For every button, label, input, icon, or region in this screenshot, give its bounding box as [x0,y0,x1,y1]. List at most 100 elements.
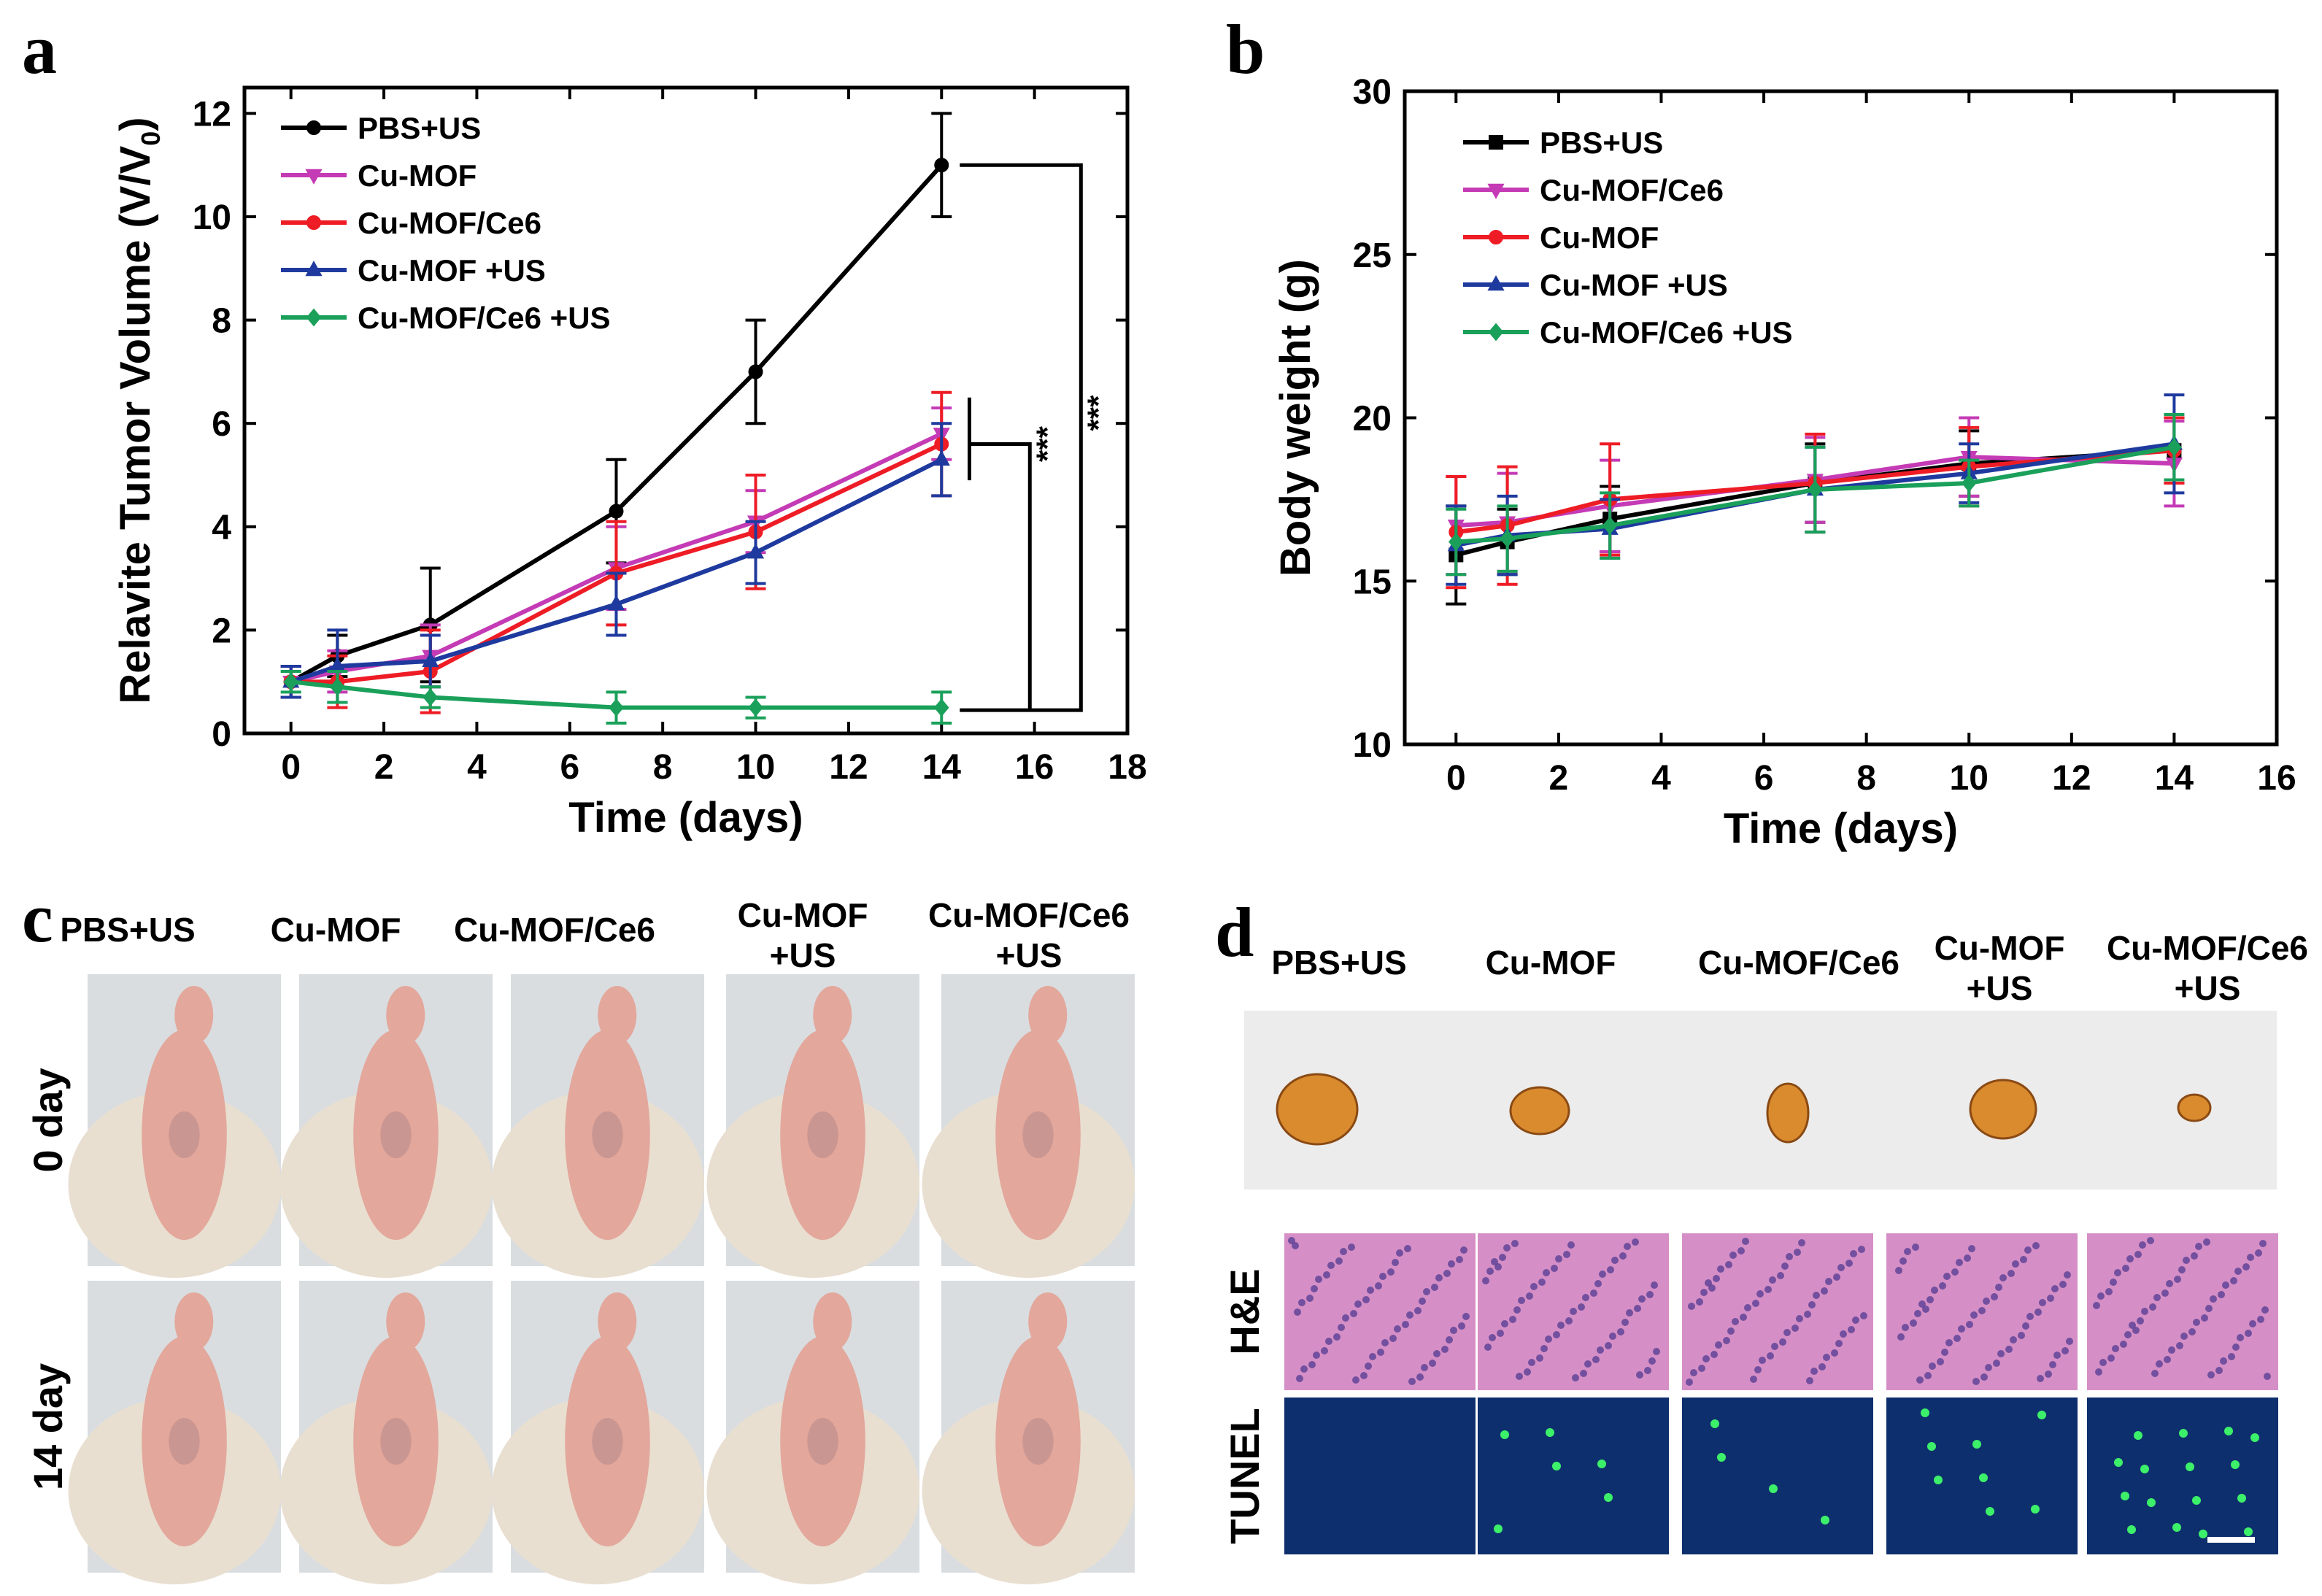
tunel-stain-tile [1478,1398,1669,1554]
mouse-photo [279,1281,493,1584]
he-nucleus [1997,1350,2005,1357]
tumor-site [1022,1418,1054,1465]
x-tick-label: 14 [2155,759,2194,798]
he-nucleus [2207,1371,2215,1379]
x-tick-label: 2 [374,748,394,787]
he-nucleus [1315,1276,1322,1283]
he-nucleus [1516,1373,1523,1380]
he-nucleus [1978,1307,1986,1314]
tunel-positive-cell [2121,1492,2129,1500]
series-line [1455,448,2175,558]
tunel-positive-cell [1986,1507,1994,1516]
tumor-site [592,1418,623,1465]
he-nucleus [1416,1373,1424,1381]
he-nucleus [2018,1332,2025,1339]
he-nucleus [1369,1353,1376,1360]
he-nucleus [1750,1376,1757,1383]
he-nucleus [1715,1341,1722,1349]
he-nucleus [1970,1311,1978,1319]
he-nucleus [1698,1365,1705,1372]
he-nucleus [1340,1248,1347,1255]
data-point [422,652,439,668]
x-tick-label: 6 [560,748,579,787]
he-nucleus [1450,1327,1457,1334]
he-nucleus [1729,1252,1737,1259]
he-nucleus [1429,1360,1436,1367]
he-nucleus [1536,1354,1543,1362]
he-nucleus [1651,1281,1658,1289]
he-nucleus [1945,1339,1953,1346]
he-nucleus [1501,1320,1508,1327]
he-nucleus [2059,1281,2067,1288]
he-nucleus [1545,1335,1552,1343]
tunel-positive-cell [2127,1525,2136,1534]
panel-c-row-label: 0 day [25,1068,71,1172]
he-nucleus [1648,1357,1656,1365]
he-nucleus [1530,1283,1538,1290]
panel-label-c: c [22,879,53,957]
legend-label: Cu-MOF/Ce6 +US [1540,315,1793,350]
he-nucleus [2095,1368,2102,1376]
he-nucleus [2061,1347,2069,1354]
he-nucleus [1968,1245,1975,1252]
he-nucleus [1611,1257,1619,1264]
he-nucleus [1638,1295,1646,1303]
he-nucleus [1342,1314,1349,1322]
he-nucleus [2191,1252,2198,1260]
he-nucleus [1354,1300,1362,1308]
he-nucleus [1486,1268,1494,1275]
he-nucleus [1690,1369,1697,1376]
he-nucleus [1540,1345,1548,1352]
tunel-positive-cell [2031,1505,2040,1514]
he-nucleus [1570,1308,1577,1315]
mouse-head [813,986,852,1044]
he-nucleus [1833,1273,1840,1281]
he-nucleus [1365,1362,1372,1370]
he-nucleus [2107,1354,2115,1362]
tunel-positive-cell [2172,1523,2181,1532]
he-nucleus [2112,1345,2119,1352]
tunel-positive-cell [2147,1498,2156,1507]
he-nucleus [2188,1328,2196,1335]
he-nucleus [1956,1259,1963,1266]
he-nucleus [1352,1376,1359,1384]
he-nucleus [2257,1316,2264,1323]
he-nucleus [1895,1267,1902,1274]
he-nucleus [1572,1374,1579,1381]
series-line [290,431,943,685]
panel-d-column-label: Cu-MOF [1486,944,1616,982]
he-nucleus [2180,1333,2188,1340]
he-nucleus [1912,1244,1919,1251]
tunel-background [1284,1398,1476,1554]
data-point [934,158,949,173]
he-nucleus [1528,1359,1535,1366]
he-nucleus [2007,1270,2015,1277]
he-nucleus [1725,1261,1732,1268]
x-tick-label: 0 [281,748,301,787]
series-Cu-MOF/Ce6 +US [1446,413,2185,577]
tunel-positive-cell [1979,1473,1988,1482]
mouse-head [1028,1292,1068,1351]
series-line [290,442,943,685]
legend-marker [1489,230,1503,244]
mouse-photo [491,974,704,1278]
he-nucleus [2230,1277,2237,1284]
he-nucleus [1937,1358,1944,1365]
he-nucleus [2049,1361,2056,1368]
mouse-head [598,986,637,1044]
panel-c-column-label: Cu-MOF [738,896,868,934]
he-nucleus [1423,1288,1430,1295]
he-nucleus [2147,1237,2154,1244]
y-tick-label: 12 [193,95,231,134]
he-nucleus [2176,1342,2183,1349]
he-nucleus [1408,1378,1416,1385]
he-nucleus [1306,1295,1314,1302]
tunel-positive-cell [1921,1408,1929,1417]
chart-a: 0 2 4 6 8 10 12 14 16 18 0 2 4 6 8 10 12 Time (days) Relav… [112,85,1147,841]
he-nucleus [1808,1301,1816,1308]
he-stain-tile [1284,1233,1476,1390]
he-nucleus [2255,1249,2262,1257]
legend-marker [306,215,321,230]
data-point [1448,533,1464,551]
he-nucleus [1494,1263,1502,1271]
